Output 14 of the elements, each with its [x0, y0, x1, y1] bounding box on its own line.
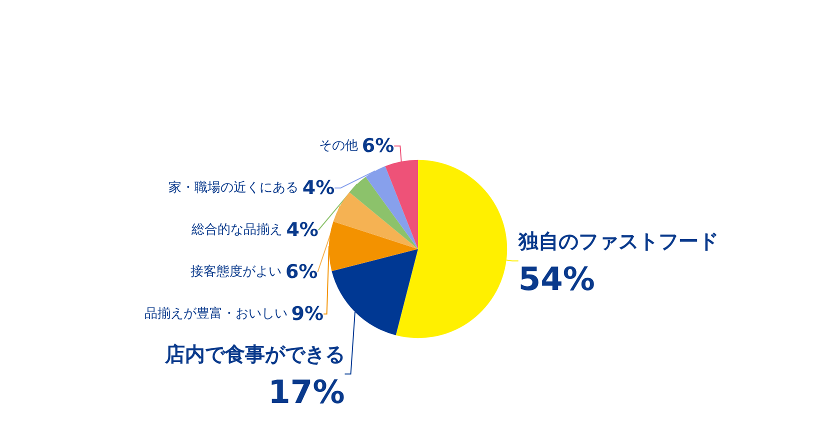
data-label: 17%	[268, 373, 345, 411]
slice-label: 家・職場の近くにある	[168, 180, 299, 196]
slice-label: 総合的な品揃え	[190, 222, 282, 238]
data-label: 6%	[285, 261, 318, 283]
slice-label: 店内で食事ができる	[164, 342, 345, 366]
slice-label: 品揃えが豊富・おいしい	[144, 306, 288, 322]
data-label: 9%	[291, 303, 324, 325]
slice-label: 独自のファストフード	[517, 228, 718, 253]
slice-label: その他	[319, 138, 358, 154]
data-label: 4%	[302, 177, 335, 199]
slice-label: 接客態度がよい	[190, 264, 282, 280]
data-label: 4%	[286, 219, 318, 241]
data-label: 54%	[518, 260, 595, 298]
data-label: 6%	[362, 135, 394, 157]
